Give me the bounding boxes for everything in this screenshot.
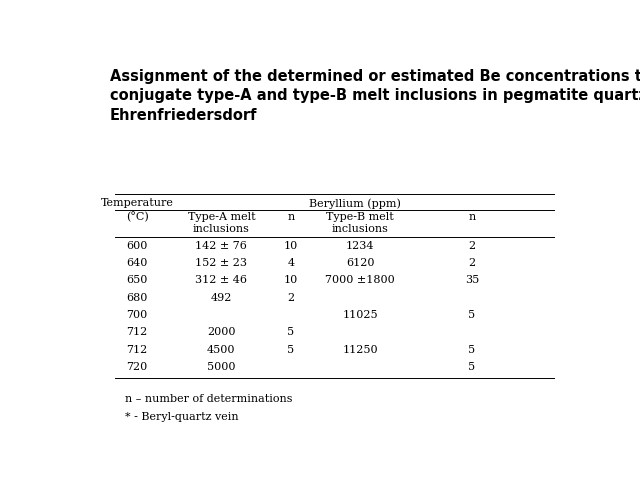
Text: 5: 5 [468,362,476,372]
Text: 492: 492 [211,293,232,303]
Text: 700: 700 [127,310,148,320]
Text: 5: 5 [468,345,476,355]
Text: 152 ± 23: 152 ± 23 [195,258,247,268]
Text: 11025: 11025 [342,310,378,320]
Text: 2: 2 [468,240,476,251]
Text: 5: 5 [287,345,294,355]
Text: 712: 712 [127,345,148,355]
Text: 4: 4 [287,258,294,268]
Text: 10: 10 [284,240,298,251]
Text: 35: 35 [465,276,479,285]
Text: Assignment of the determined or estimated Be concentrations to the
conjugate typ: Assignment of the determined or estimate… [110,69,640,123]
Text: 680: 680 [126,293,148,303]
Text: Temperature: Temperature [100,198,173,208]
Text: 712: 712 [127,327,148,337]
Text: 10: 10 [284,276,298,285]
Text: 5: 5 [287,327,294,337]
Text: 11250: 11250 [342,345,378,355]
Text: 5000: 5000 [207,362,236,372]
Text: 2: 2 [287,293,294,303]
Text: n – number of determinations: n – number of determinations [125,394,292,404]
Text: 2: 2 [468,258,476,268]
Text: 720: 720 [127,362,148,372]
Text: 4500: 4500 [207,345,236,355]
Text: Beryllium (ppm): Beryllium (ppm) [309,198,401,209]
Text: 7000 ±1800: 7000 ±1800 [325,276,395,285]
Text: 142 ± 76: 142 ± 76 [195,240,247,251]
Text: Type-A melt
inclusions: Type-A melt inclusions [188,212,255,234]
Text: 2000: 2000 [207,327,236,337]
Text: 6120: 6120 [346,258,374,268]
Text: n: n [468,212,476,222]
Text: 600: 600 [126,240,148,251]
Text: Type-B melt
inclusions: Type-B melt inclusions [326,212,394,234]
Text: 650: 650 [126,276,148,285]
Text: * - Beryl-quartz vein: * - Beryl-quartz vein [125,412,238,422]
Text: (°C): (°C) [125,212,148,223]
Text: 1234: 1234 [346,240,374,251]
Text: 312 ± 46: 312 ± 46 [195,276,247,285]
Text: n: n [287,212,294,222]
Text: 640: 640 [126,258,148,268]
Text: 5: 5 [468,310,476,320]
